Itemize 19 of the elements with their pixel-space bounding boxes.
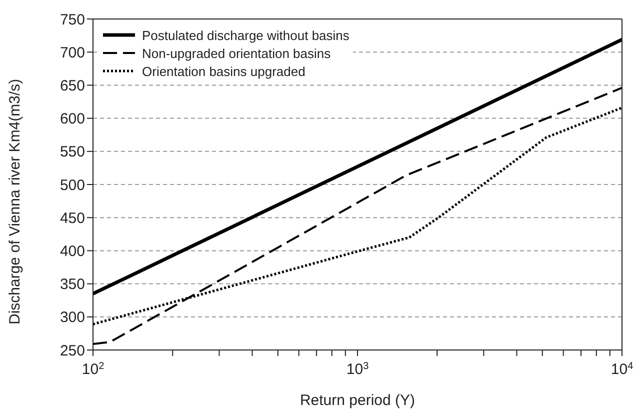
y-tick-label: 600 bbox=[60, 110, 85, 128]
y-tick-label: 400 bbox=[60, 243, 85, 260]
legend-label: Postulated discharge without basins bbox=[142, 28, 350, 42]
y-tick-label: 350 bbox=[60, 276, 85, 294]
y-tick-label: 550 bbox=[60, 144, 85, 161]
y-tick-label: 500 bbox=[60, 176, 85, 194]
x-tick-label: 10$^{3}$ bbox=[346, 360, 370, 378]
y-tick-label: 750 bbox=[60, 11, 85, 28]
y-tick-label: 700 bbox=[60, 44, 85, 62]
legend-label: Orientation basins upgraded bbox=[142, 64, 306, 78]
x-tick-label: 10$^{4}$ bbox=[610, 360, 634, 378]
y-tick-label: 650 bbox=[60, 78, 85, 95]
y-tick-label: 450 bbox=[60, 210, 85, 227]
y-tick-label: 250 bbox=[60, 342, 85, 360]
y-axis-title: Discharge of Vienna river Km4(m3/s) bbox=[6, 78, 24, 324]
legend-label: Non-upgraded orientation basins bbox=[142, 46, 331, 60]
y-tick-label: 300 bbox=[60, 309, 85, 326]
x-tick-label: 10$^{2}$ bbox=[82, 360, 105, 378]
x-axis-title: Return period (Y) bbox=[300, 392, 416, 409]
